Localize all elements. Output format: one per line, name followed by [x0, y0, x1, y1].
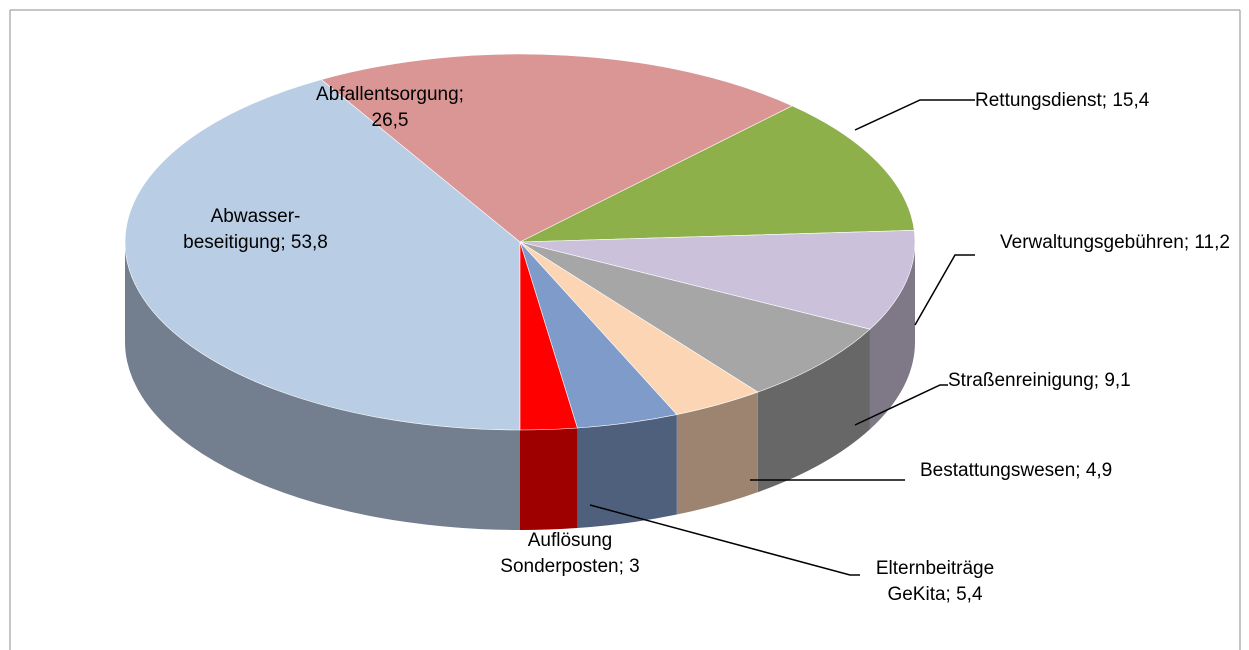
label-separator: ; [1075, 460, 1086, 481]
slice-side [577, 414, 677, 529]
data-label: Elternbeiträge GeKita; 5,4 [860, 556, 1010, 608]
slice-side [520, 428, 578, 530]
label-category: Verwaltungsgebühren [1000, 232, 1184, 253]
label-category: Bestattungswesen [920, 460, 1076, 481]
label-value: 26,5 [371, 110, 409, 131]
label-category: Auflösung Sonderposten [500, 530, 619, 577]
label-separator: ; [945, 584, 957, 605]
data-label: Rettungsdienst; 15,4 [975, 88, 1215, 114]
data-label: Bestattungswesen; 4,9 [920, 458, 1180, 484]
label-separator: ; [1101, 90, 1113, 111]
leader-line [914, 254, 975, 326]
data-label: Abfallentsorgung; 26,5 [300, 82, 480, 134]
slice-side [757, 329, 870, 493]
slice-side [869, 242, 915, 430]
slice [519, 241, 871, 393]
label-category: Rettungsdienst [975, 90, 1102, 111]
label-value: 4,9 [1085, 460, 1113, 481]
label-value: 9,1 [1104, 370, 1131, 391]
label-category: Abwasser-beseitigung [183, 206, 301, 253]
leader-line [589, 504, 860, 576]
slice [320, 53, 793, 243]
label-separator: ; [1093, 370, 1105, 391]
label-separator: ; [1183, 232, 1195, 253]
label-value: 11,2 [1194, 232, 1230, 253]
label-value: 53,8 [290, 232, 328, 253]
data-label: Auflösung Sonderposten; 3 [490, 528, 650, 580]
data-label: Straßenreinigung; 9,1 [948, 368, 1188, 394]
data-label: Abwasser-beseitigung; 53,8 [163, 204, 348, 256]
slice-side [125, 242, 520, 530]
label-category: Straßenreinigung [948, 370, 1094, 391]
slice [519, 105, 915, 243]
label-separator: ; [618, 556, 630, 577]
label-value: 3 [629, 556, 640, 577]
label-separator: ; [280, 232, 291, 253]
leader-line [854, 99, 975, 131]
label-value: 5,4 [956, 584, 983, 605]
label-category: Abfallentsorgung [316, 84, 459, 105]
side-layer [125, 242, 915, 530]
data-label: Verwaltungsgebühren; 11,2 [985, 230, 1245, 256]
slice [124, 79, 521, 431]
slice [519, 230, 916, 330]
leader-line [854, 384, 948, 426]
slice [519, 241, 578, 431]
slice-side [676, 392, 758, 515]
label-separator: ; [458, 84, 464, 105]
label-value: 15,4 [1112, 90, 1150, 111]
top-layer [124, 53, 916, 431]
label-category: Elternbeiträge GeKita [875, 558, 995, 605]
